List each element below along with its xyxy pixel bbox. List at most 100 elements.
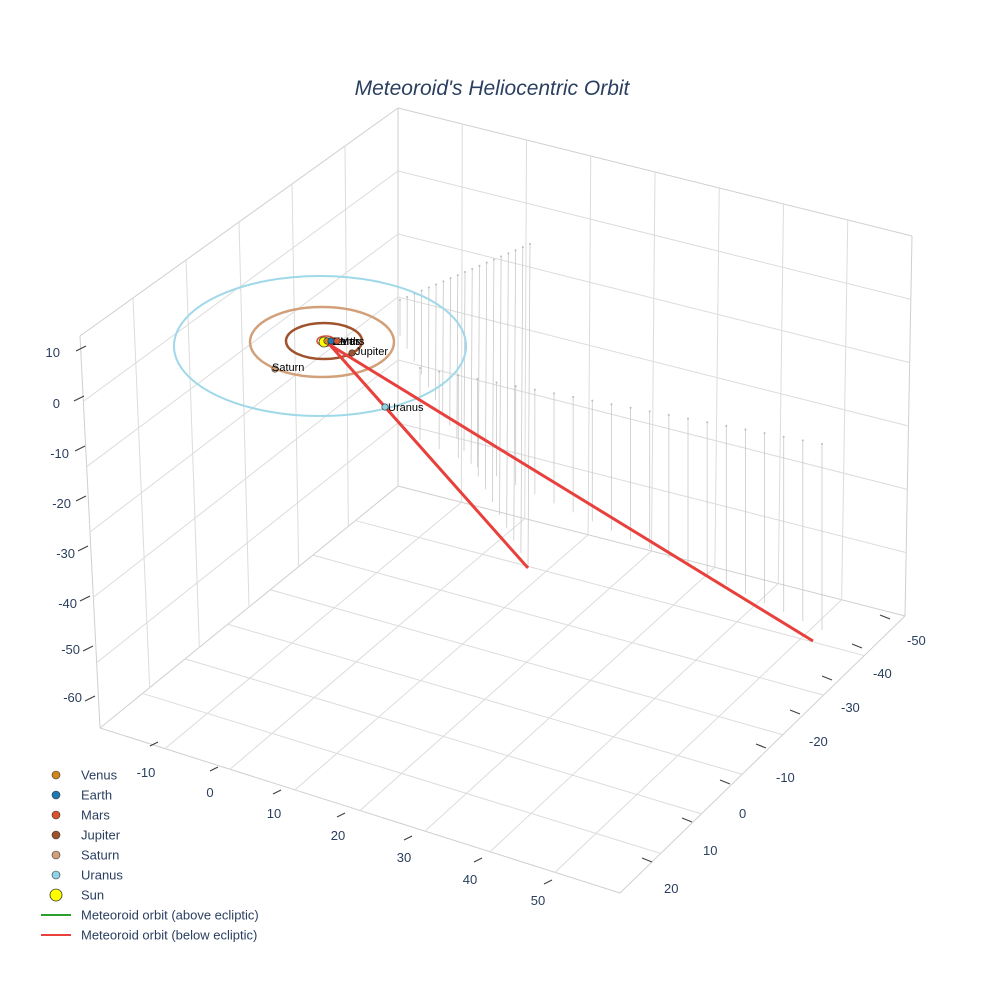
x-axis-tick xyxy=(681,817,693,823)
drop-line xyxy=(492,259,495,503)
gridline xyxy=(227,623,743,775)
y-axis-ticks: -10 0 10 20 30 40 50 xyxy=(137,741,553,908)
gridline xyxy=(355,520,865,657)
drop-point xyxy=(485,261,488,264)
gridline xyxy=(489,583,779,853)
y-axis-tick xyxy=(149,741,159,747)
z-axis-tick xyxy=(74,445,86,452)
y-axis-tick-label: 30 xyxy=(397,850,411,865)
jupiter-marker xyxy=(348,349,356,357)
drop-point xyxy=(399,299,401,301)
legend-swatch xyxy=(51,830,61,840)
saturn-label: Saturn xyxy=(272,362,304,374)
gridline xyxy=(397,233,910,364)
legend-swatch xyxy=(51,770,61,780)
drop-point xyxy=(464,271,466,273)
drop-point xyxy=(471,267,474,270)
legend-item[interactable]: Uranus xyxy=(51,868,123,883)
drop-point xyxy=(763,432,766,435)
uranus-label: Uranus xyxy=(388,402,424,414)
gridline xyxy=(554,599,842,873)
legend-label: Saturn xyxy=(81,848,119,863)
z-axis-tick-label: -40 xyxy=(58,596,77,611)
drop-point xyxy=(495,381,498,384)
legend-item[interactable]: Venus xyxy=(51,768,118,783)
mars-label: Mars xyxy=(340,336,365,348)
legend-item[interactable]: Meteoroid orbit (below ecliptic) xyxy=(41,928,257,943)
x-axis-tick-label: 20 xyxy=(664,881,678,896)
legend-item[interactable]: Mars xyxy=(51,808,110,823)
x-axis-tick-label: -50 xyxy=(907,633,926,648)
x-axis-tick-label: -30 xyxy=(841,700,860,715)
legend-label: Venus xyxy=(81,768,118,783)
drop-point xyxy=(687,417,689,420)
gridline xyxy=(89,296,399,533)
x-axis-tick-label: -40 xyxy=(873,666,892,681)
gridline xyxy=(359,550,652,811)
box-edge xyxy=(619,615,906,894)
y-axis-tick xyxy=(473,857,483,863)
legend-item[interactable]: Saturn xyxy=(51,848,119,863)
gridline xyxy=(312,554,824,696)
legend-item[interactable]: Earth xyxy=(51,788,112,803)
legend-label: Meteoroid orbit (below ecliptic) xyxy=(81,928,257,943)
gridline xyxy=(397,359,908,490)
gridline xyxy=(294,534,589,791)
drop-point xyxy=(442,280,445,283)
x-axis-tick xyxy=(821,675,833,681)
drop-point xyxy=(521,246,524,249)
drop-line xyxy=(456,275,459,439)
drop-point xyxy=(476,377,479,380)
drop-point xyxy=(529,243,531,245)
legend-label: Uranus xyxy=(81,868,123,883)
drop-point xyxy=(507,252,510,255)
gridline xyxy=(397,296,909,427)
legend-item[interactable]: Sun xyxy=(49,888,104,903)
x-axis-tick xyxy=(755,743,767,749)
legend-label: Meteoroid orbit (above ecliptic) xyxy=(81,908,259,923)
y-axis-tick xyxy=(403,835,413,841)
drop-point xyxy=(610,403,613,406)
drop-point xyxy=(456,274,459,277)
z-axis-tick-label: -30 xyxy=(56,546,75,561)
chart-title: Meteoroid's Heliocentric Orbit xyxy=(355,77,631,100)
drop-line xyxy=(520,247,524,554)
uranus-orbit xyxy=(173,275,467,417)
drop-line xyxy=(449,278,451,426)
saturn-marker xyxy=(271,365,279,373)
gridline xyxy=(270,589,783,736)
x-axis-tick-label: 10 xyxy=(703,843,717,858)
drop-line xyxy=(499,256,502,515)
z-axis-tick-label: -50 xyxy=(61,642,80,657)
x-axis-tick xyxy=(719,779,731,785)
drop-point xyxy=(648,410,651,413)
gridline xyxy=(164,501,462,750)
z-axis-tick-label: 0 xyxy=(53,396,60,411)
drop-point xyxy=(821,443,823,445)
legend-swatch xyxy=(51,870,61,880)
drop-line xyxy=(484,262,488,490)
legend[interactable]: Venus Earth Mars Jupiter Saturn Uranus Sun Mete… xyxy=(41,768,259,943)
legend-swatch xyxy=(49,888,63,902)
legend-label: Sun xyxy=(81,888,104,903)
x-axis-ticks: -50 -40 -30 -20 -10 0 10 20 xyxy=(641,614,926,896)
y-axis-tick-label: 10 xyxy=(267,806,281,821)
gridline xyxy=(397,422,907,554)
z-axis-tick xyxy=(75,495,87,502)
z-axis-tick xyxy=(79,595,91,602)
x-axis-tick xyxy=(789,709,801,715)
drop-point xyxy=(744,428,747,431)
x-axis-tick xyxy=(851,643,863,649)
z-axis-tick-label: 10 xyxy=(46,345,60,360)
gridline xyxy=(184,658,702,815)
legend-item[interactable]: Meteoroid orbit (above ecliptic) xyxy=(41,908,259,923)
legend-item[interactable]: Jupiter xyxy=(51,828,121,843)
drop-point xyxy=(406,295,409,298)
drop-point xyxy=(478,264,481,267)
y-axis-tick xyxy=(272,789,282,795)
drop-point xyxy=(435,283,438,286)
x-axis-tick-label: -20 xyxy=(809,734,828,749)
x-axis-tick xyxy=(879,614,891,620)
y-axis-tick-label: 40 xyxy=(463,872,477,887)
